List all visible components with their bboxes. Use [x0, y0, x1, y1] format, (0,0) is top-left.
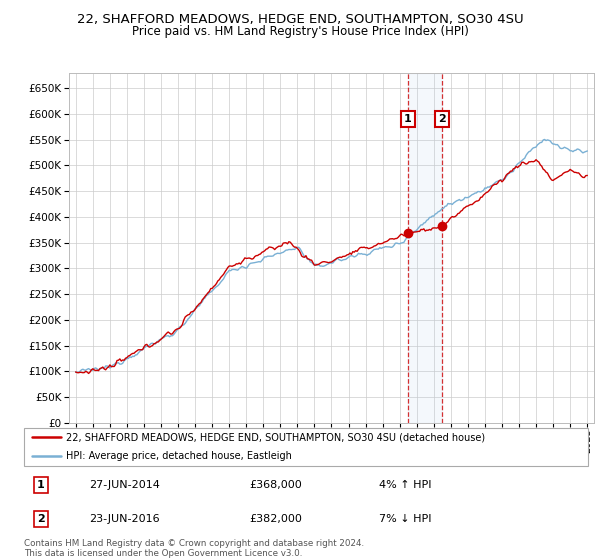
Text: 22, SHAFFORD MEADOWS, HEDGE END, SOUTHAMPTON, SO30 4SU: 22, SHAFFORD MEADOWS, HEDGE END, SOUTHAM… [77, 13, 523, 26]
Text: 1: 1 [37, 480, 45, 490]
Bar [408, 73, 442, 423]
Text: HPI: Average price, detached house, Eastleigh: HPI: Average price, detached house, East… [66, 451, 292, 461]
FancyBboxPatch shape [24, 428, 588, 466]
Text: Contains HM Land Registry data © Crown copyright and database right 2024.
This d: Contains HM Land Registry data © Crown c… [24, 539, 364, 558]
Text: £382,000: £382,000 [250, 514, 302, 524]
Text: 27-JUN-2014: 27-JUN-2014 [89, 480, 160, 490]
Text: 23-JUN-2016: 23-JUN-2016 [89, 514, 160, 524]
Text: £368,000: £368,000 [250, 480, 302, 490]
Text: 22, SHAFFORD MEADOWS, HEDGE END, SOUTHAMPTON, SO30 4SU (detached house): 22, SHAFFORD MEADOWS, HEDGE END, SOUTHAM… [66, 432, 485, 442]
Text: 2: 2 [37, 514, 45, 524]
Text: 7% ↓ HPI: 7% ↓ HPI [379, 514, 432, 524]
Text: 4% ↑ HPI: 4% ↑ HPI [379, 480, 432, 490]
Text: Price paid vs. HM Land Registry's House Price Index (HPI): Price paid vs. HM Land Registry's House … [131, 25, 469, 38]
Text: 2: 2 [438, 114, 446, 124]
Text: 1: 1 [404, 114, 412, 124]
